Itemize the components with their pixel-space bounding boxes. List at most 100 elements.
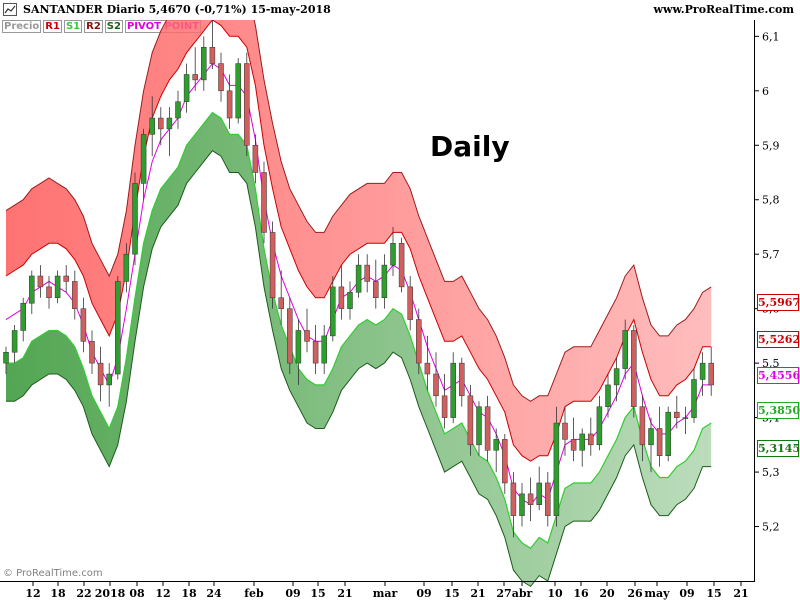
candle-body	[484, 406, 491, 451]
s2-line	[6, 150, 712, 588]
candle	[390, 226, 396, 276]
candle-body	[639, 406, 646, 446]
candle	[416, 308, 422, 375]
candle	[269, 221, 276, 309]
candle	[605, 374, 611, 418]
site-url[interactable]: www.ProRealTime.com	[653, 3, 795, 16]
candle-body	[416, 319, 422, 364]
candle	[674, 395, 680, 429]
candle-body	[46, 286, 52, 299]
legend-s2[interactable]: S2	[104, 20, 123, 33]
x-tick-label: 2018	[95, 587, 126, 600]
candle	[579, 428, 585, 467]
candle-body	[3, 351, 9, 364]
s1-s2-band	[6, 112, 712, 587]
x-tick-label: 10	[547, 587, 563, 600]
candle	[226, 74, 233, 129]
candle	[407, 275, 413, 331]
candle-body	[355, 264, 362, 293]
chart-type-icon[interactable]	[3, 3, 17, 16]
r2-line	[5, 20, 712, 402]
candle-body	[682, 417, 689, 419]
x-tick-label: may	[644, 587, 670, 600]
candle	[278, 270, 284, 326]
candle	[20, 297, 26, 342]
y-tick-label: 5,9	[762, 139, 780, 152]
candle	[287, 297, 293, 375]
candle	[381, 254, 388, 309]
candle-body	[269, 232, 276, 299]
x-tick-label: feb	[244, 587, 264, 600]
candle-body	[183, 74, 190, 102]
legend-r1[interactable]: R1	[43, 20, 62, 33]
candle	[304, 308, 310, 353]
candle	[536, 466, 542, 511]
candle-body	[441, 395, 448, 418]
r1-r2-band	[6, 20, 712, 462]
candle	[484, 395, 491, 462]
candle	[295, 319, 302, 385]
plot-frame-bottom	[0, 581, 755, 582]
candle	[433, 352, 439, 407]
candle	[244, 52, 250, 157]
legend-s1[interactable]: S1	[63, 20, 83, 33]
lines-layer	[5, 20, 712, 588]
x-tick-label: 15	[310, 587, 325, 600]
candle-body	[209, 46, 216, 64]
candle	[209, 20, 216, 70]
candle	[149, 96, 155, 157]
candle	[441, 374, 448, 429]
y-tick-label: 5,7	[762, 248, 780, 261]
candle	[175, 90, 181, 129]
candle	[682, 406, 689, 434]
candle-body	[218, 63, 224, 92]
candle	[622, 319, 628, 380]
candle-body	[433, 373, 439, 397]
candle	[89, 330, 95, 375]
x-tick-label: 18	[181, 587, 197, 600]
candle-body	[37, 275, 44, 288]
candle	[11, 325, 18, 364]
price-chart[interactable]: 6,165,95,85,75,65,55,45,35,2 12182220180…	[0, 20, 800, 600]
y-tick-label: 6	[762, 85, 769, 98]
candle	[132, 172, 138, 266]
candle	[183, 63, 190, 113]
value-badge: 5,5967	[757, 294, 800, 311]
candle-body	[424, 362, 431, 375]
candle	[699, 352, 706, 396]
x-tick-label: 20	[599, 587, 615, 600]
candle	[29, 270, 35, 315]
candle	[115, 275, 121, 380]
candle	[338, 265, 345, 320]
candle	[261, 161, 267, 244]
candle-body	[29, 275, 35, 304]
candle-body	[287, 308, 293, 364]
candle	[527, 477, 534, 522]
copyright-text: © ProRealTime.com	[3, 568, 103, 579]
legend-price[interactable]: Precio	[2, 20, 42, 33]
candle-body	[72, 281, 78, 309]
candle-body	[699, 362, 706, 380]
candle-body	[244, 63, 250, 146]
x-tick-label: mar	[373, 587, 398, 600]
chart-header: SANTANDER Diario 5,4670 (-0,71%) 15-may-…	[0, 0, 800, 20]
candle-body	[338, 286, 345, 309]
candle	[691, 368, 697, 424]
legend-r2[interactable]: R2	[84, 20, 103, 33]
candle-body	[201, 46, 207, 81]
candle-body	[312, 341, 319, 364]
x-tick-label: 21	[733, 587, 748, 600]
x-tick-label: 16	[573, 587, 589, 600]
candle	[570, 417, 577, 462]
value-badge: 5,5262	[757, 331, 800, 348]
candle	[631, 325, 637, 418]
candle-body	[226, 90, 233, 119]
candle-body	[622, 330, 628, 369]
candle	[424, 335, 431, 391]
value-badge: 5,3145	[757, 440, 800, 457]
candle-body	[11, 330, 18, 353]
candle-body	[579, 433, 585, 451]
candle-body	[648, 428, 654, 446]
y-tick-label: 5,2	[762, 521, 780, 534]
candle-body	[192, 74, 198, 81]
